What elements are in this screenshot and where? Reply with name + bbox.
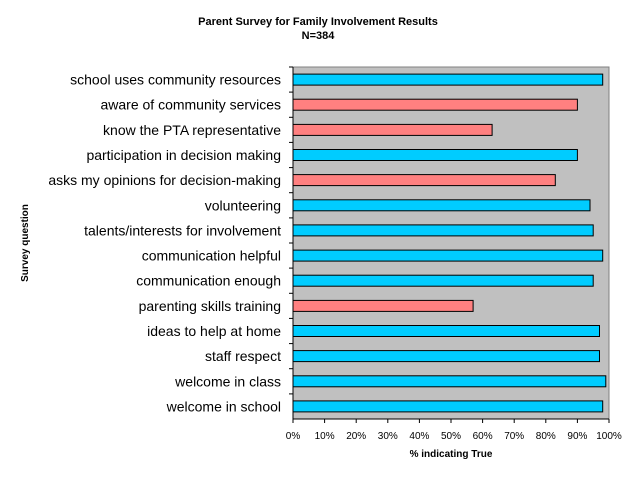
- category-label: welcome in class: [174, 373, 281, 389]
- x-tick-label: 40%: [409, 431, 429, 442]
- bar-aware-of-community-services: [292, 98, 578, 111]
- bar-asks-my-opinions-for-decision-making: [292, 174, 556, 187]
- x-tick-label: 0%: [286, 431, 301, 442]
- x-tick-label: 20%: [346, 431, 366, 442]
- plot-area: [292, 66, 610, 420]
- bar-know-the-pta-representative: [292, 123, 493, 136]
- category-label: know the PTA representative: [103, 122, 281, 138]
- y-axis-title: Survey question: [20, 204, 31, 282]
- category-label: ideas to help at home: [147, 323, 281, 339]
- category-label: volunteering: [205, 197, 281, 213]
- bar-staff-respect: [292, 350, 600, 363]
- category-label: staff respect: [205, 348, 281, 364]
- bar-communication-helpful: [292, 249, 604, 262]
- category-label: communication helpful: [142, 248, 281, 264]
- x-axis-title: % indicating True: [410, 449, 493, 460]
- category-label: aware of community services: [100, 97, 281, 113]
- category-label: participation in decision making: [86, 147, 281, 163]
- x-tick-label: 70%: [504, 431, 524, 442]
- category-label: welcome in school: [166, 398, 281, 414]
- category-label: parenting skills training: [139, 298, 281, 314]
- category-label: communication enough: [136, 273, 281, 289]
- bar-welcome-in-class: [292, 375, 607, 388]
- bar-ideas-to-help-at-home: [292, 325, 600, 337]
- x-tick-label: 90%: [567, 431, 587, 442]
- x-axis-ticks: 0% 10% 20% 30% 40% 50% 60% 70% 80% 90% 100%: [286, 67, 622, 442]
- x-tick-label: 50%: [441, 431, 461, 442]
- category-label: talents/interests for involvement: [84, 222, 281, 238]
- bar-welcome-in-school: [292, 400, 604, 413]
- x-tick-label: 30%: [378, 431, 398, 442]
- bar-parenting-skills-training: [292, 299, 474, 312]
- bar-volunteering: [292, 199, 591, 212]
- bar-communication-enough: [292, 274, 594, 287]
- bar-school-uses-community-resources: [292, 73, 604, 86]
- x-tick-label: 80%: [536, 431, 556, 442]
- chart-title: Parent Survey for Family Involvement Res…: [198, 16, 438, 28]
- x-tick-label: 60%: [473, 431, 493, 442]
- category-label: school uses community resources: [70, 72, 281, 88]
- category-label: asks my opinions for decision-making: [48, 172, 281, 188]
- x-tick-label: 10%: [315, 431, 335, 442]
- x-tick-label: 100%: [596, 431, 622, 442]
- bar-participation-in-decision-making: [292, 149, 578, 161]
- category-labels: school uses community resources aware of …: [48, 66, 293, 414]
- bar-talents-interests-for-involvement: [292, 224, 594, 237]
- chart-subtitle: N=384: [302, 30, 336, 42]
- bars: [292, 73, 607, 413]
